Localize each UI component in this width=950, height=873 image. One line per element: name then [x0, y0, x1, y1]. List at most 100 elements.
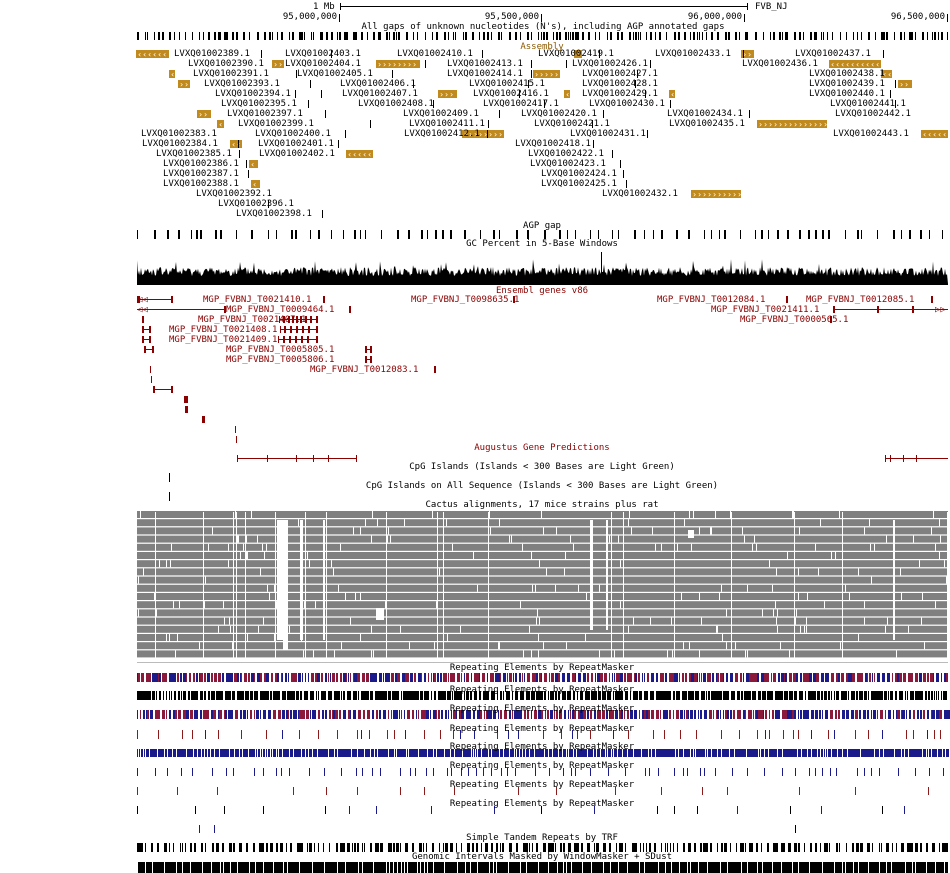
assembly-contig-label[interactable]: LVXQ01002442.1 [835, 109, 911, 119]
assembly-contig-label[interactable]: LVXQ01002388.1 [163, 179, 239, 189]
assembly-contig-label[interactable]: LVXQ01002386.1 [163, 159, 239, 169]
assembly-contig-label[interactable]: LVXQ01002435.1 [669, 119, 745, 129]
assembly-contig-label[interactable]: LVXQ01002418.1 [515, 139, 591, 149]
ensembl-transcript-label[interactable]: MGP_FVBNJ_T0098635.1 [411, 295, 520, 305]
repeat-element [375, 691, 379, 700]
assembly-contig-label[interactable]: LVXQ01002414.1 [447, 69, 523, 79]
repeat-element [725, 691, 729, 700]
repeat-element [389, 749, 392, 757]
repeat-element [365, 749, 366, 757]
assembly-contig-label[interactable]: LVXQ01002385.1 [156, 149, 232, 159]
assembly-contig-label[interactable]: LVXQ01002393.1 [204, 79, 280, 89]
ensembl-transcript-label[interactable]: MGP_FVBNJ_T0021411.1 [711, 305, 820, 315]
assembly-contig-label[interactable]: LVXQ01002431.1 [570, 129, 646, 139]
ensembl-transcript-label[interactable]: MGP_FVBNJ_T0012083.1 [310, 365, 419, 375]
assembly-contig-label[interactable]: LVXQ01002409.1 [403, 109, 479, 119]
ensembl-transcript-label[interactable]: MGP_FVBNJ_T0005806.1 [226, 355, 335, 365]
assembly-contig-label[interactable]: LVXQ01002437.1 [795, 49, 871, 59]
assembly-contig-label[interactable]: LVXQ01002389.1 [174, 49, 250, 59]
assembly-contig-label[interactable]: LVXQ01002425.1 [541, 179, 617, 189]
repeat-element [782, 710, 784, 719]
cactus-gap [815, 543, 816, 551]
assembly-contig-label[interactable]: LVXQ01002434.1 [667, 109, 743, 119]
repeat-element [487, 691, 489, 700]
assembly-contig-label[interactable]: LVXQ01002443.1 [833, 129, 909, 139]
assembly-contig-label[interactable]: LVXQ01002420.1 [521, 109, 597, 119]
ensembl-transcript-label[interactable]: MGP_FVBNJ_T0021408.1 [169, 325, 278, 335]
assembly-contig-label[interactable]: LVXQ01002416.1 [473, 89, 549, 99]
assembly-contig-label[interactable]: LVXQ01002390.1 [188, 59, 264, 69]
assembly-contig-label[interactable]: LVXQ01002432.1 [602, 189, 678, 199]
assembly-contig-label[interactable]: LVXQ01002400.1 [255, 129, 331, 139]
assembly-contig-label[interactable]: LVXQ01002399.1 [238, 119, 314, 129]
assembly-contig-label[interactable]: LVXQ01002407.1 [342, 89, 418, 99]
assembly-contig-label[interactable]: LVXQ01002419.1 [538, 49, 614, 59]
cactus-gap [672, 650, 673, 658]
assembly-contig-label[interactable]: LVXQ01002401.1 [258, 139, 334, 149]
assembly-contig-label[interactable]: LVXQ01002412.1 [404, 129, 480, 139]
assembly-contig-label[interactable]: LVXQ01002402.1 [259, 149, 335, 159]
repeat-element [943, 749, 945, 757]
cactus-gap [373, 650, 374, 658]
tandem-repeat [261, 843, 264, 852]
assembly-contig-label[interactable]: LVXQ01002428.1 [582, 79, 658, 89]
assembly-contig-label[interactable]: LVXQ01002427.1 [582, 69, 658, 79]
repeat-element [780, 691, 783, 700]
ensembl-transcript-label[interactable]: MGP_FVBNJ_T0009464.1 [226, 305, 335, 315]
assembly-contig-label[interactable]: LVXQ01002423.1 [530, 159, 606, 169]
assembly-contig-label[interactable]: LVXQ01002426.1 [572, 59, 648, 69]
assembly-contig-label[interactable]: LVXQ01002383.1 [141, 129, 217, 139]
ensembl-transcript-label[interactable]: MGP_FVBNJ_T0021407.1 [198, 315, 307, 325]
assembly-contig-label[interactable]: LVXQ01002394.1 [215, 89, 291, 99]
assembly-contig-label[interactable]: LVXQ01002433.1 [655, 49, 731, 59]
assembly-contig-label[interactable]: LVXQ01002410.1 [397, 49, 473, 59]
assembly-contig-label[interactable]: LVXQ01002405.1 [297, 69, 373, 79]
ensembl-transcript-label[interactable]: MGP_FVBNJ_T0021409.1 [169, 335, 278, 345]
assembly-contig-label[interactable]: LVXQ01002398.1 [236, 209, 312, 219]
assembly-contig-label[interactable]: LVXQ01002436.1 [742, 59, 818, 69]
repeat-element [770, 749, 772, 757]
assembly-contig-label[interactable]: LVXQ01002421.1 [534, 119, 610, 129]
assembly-contig-label[interactable]: LVXQ01002413.1 [447, 59, 523, 69]
assembly-contig-label[interactable]: LVXQ01002397.1 [227, 109, 303, 119]
assembly-contig-label[interactable]: LVXQ01002429.1 [582, 89, 658, 99]
repeat-element [453, 673, 455, 682]
assembly-contig-label[interactable]: LVXQ01002411.1 [409, 119, 485, 129]
ensembl-transcript-label[interactable]: MGP_FVBNJ_T0021410.1 [203, 295, 312, 305]
ensembl-transcript-label[interactable]: MGP_FVBNJ_T0012084.1 [657, 295, 766, 305]
repeat-element [781, 673, 783, 682]
assembly-contig-label[interactable]: LVXQ01002406.1 [340, 79, 416, 89]
repeat-element [283, 749, 286, 757]
repeat-element [743, 749, 745, 757]
repeat-element [424, 710, 426, 719]
assembly-contig-label[interactable]: LVXQ01002441.1 [830, 99, 906, 109]
ensembl-transcript-label[interactable]: MGP_FVBNJ_T0012085.1 [806, 295, 915, 305]
assembly-contig-label[interactable]: LVXQ01002395.1 [221, 99, 297, 109]
assembly-contig-label[interactable]: LVXQ01002391.1 [193, 69, 269, 79]
assembly-contig-label[interactable]: LVXQ01002439.1 [809, 79, 885, 89]
cactus-alignment-row [137, 535, 948, 543]
repeat-element [237, 691, 241, 700]
assembly-contig-label[interactable]: LVXQ01002440.1 [809, 89, 885, 99]
ensembl-transcript-label[interactable]: MGP_FVBNJ_T0000565.1 [740, 315, 849, 325]
assembly-contig-label[interactable]: LVXQ01002424.1 [541, 169, 617, 179]
assembly-contig-label[interactable]: LVXQ01002387.1 [163, 169, 239, 179]
assembly-contig-label[interactable]: LVXQ01002403.1 [285, 49, 361, 59]
assembly-contig-label[interactable]: LVXQ01002417.1 [483, 99, 559, 109]
assembly-contig-label[interactable]: LVXQ01002404.1 [285, 59, 361, 69]
repeat-element [871, 691, 872, 700]
repeat-element [175, 710, 177, 719]
assembly-contig-label[interactable]: LVXQ01002392.1 [196, 189, 272, 199]
assembly-contig-label[interactable]: LVXQ01002422.1 [528, 149, 604, 159]
assembly-contig-label[interactable]: LVXQ01002430.1 [589, 99, 665, 109]
ensembl-transcript-label[interactable]: MGP_FVBNJ_T0005805.1 [226, 345, 335, 355]
assembly-contig-label[interactable]: LVXQ01002408.1 [358, 99, 434, 109]
repeat-element [422, 749, 425, 757]
assembly-contig-label[interactable]: LVXQ01002438.1 [809, 69, 885, 79]
assembly-contig-label[interactable]: LVXQ01002415.1 [469, 79, 545, 89]
strand-arrow-icon: › [769, 120, 772, 129]
assembly-contig-label[interactable]: LVXQ01002396.1 [218, 199, 294, 209]
repeat-element [304, 691, 308, 700]
assembly-contig-label[interactable]: LVXQ01002384.1 [142, 139, 218, 149]
